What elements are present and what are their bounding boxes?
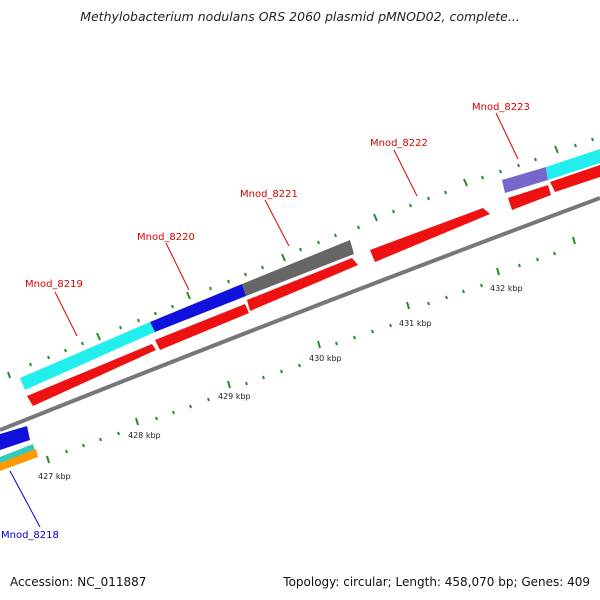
feature-cyan-block	[20, 322, 155, 390]
outer-tick-row	[7, 137, 594, 379]
scale-label-432: 432 kbp	[490, 284, 523, 293]
genome-summary-text: Topology: circular; Length: 458,070 bp; …	[283, 575, 590, 589]
cds-arrow-8222	[370, 208, 490, 262]
gene-label-8220[interactable]: Mnod_8220	[137, 232, 195, 243]
gene-label-8219[interactable]: Mnod_8219	[25, 279, 83, 290]
leader-8221	[264, 199, 290, 247]
scale-label-428: 428 kbp	[128, 431, 161, 440]
cds-arrow-8219	[27, 344, 156, 406]
leader-8218	[9, 470, 41, 528]
scale-label-427: 427 kbp	[38, 472, 71, 481]
leader-8219	[54, 291, 78, 337]
feature-cyan-block-right	[546, 149, 600, 180]
cds-arrow-8220	[155, 304, 249, 350]
feature-purple-block	[502, 167, 548, 193]
feature-blue-block-left	[0, 426, 30, 450]
scale-label-429: 429 kbp	[218, 392, 251, 401]
scale-label-430: 430 kbp	[309, 354, 342, 363]
leader-8220	[165, 242, 190, 291]
feature-blue-block	[150, 284, 246, 332]
gene-label-8218[interactable]: Mnod_8218	[1, 530, 59, 541]
cds-arrow-8223-a	[508, 185, 551, 210]
gene-label-8222[interactable]: Mnod_8222	[370, 138, 428, 149]
genome-backbone	[0, 196, 600, 432]
cds-arrow-8223-b	[550, 165, 600, 192]
cds-arrow-8221	[247, 258, 358, 311]
feature-track-upper	[0, 149, 600, 471]
inner-tick-row	[46, 236, 576, 464]
cds-track	[27, 165, 600, 406]
leader-8223	[495, 112, 519, 160]
map-title: Methylobacterium nodulans ORS 2060 plasm…	[80, 9, 520, 24]
leader-8222	[393, 149, 418, 197]
feature-orange-block-left	[0, 449, 38, 471]
scale-label-431: 431 kbp	[399, 319, 432, 328]
accession-text: Accession: NC_011887	[10, 575, 147, 589]
feature-teal-block-left	[0, 444, 35, 464]
feature-gray-block	[242, 240, 354, 296]
gene-label-8221[interactable]: Mnod_8221	[240, 189, 298, 200]
gene-label-8223[interactable]: Mnod_8223	[472, 102, 530, 113]
